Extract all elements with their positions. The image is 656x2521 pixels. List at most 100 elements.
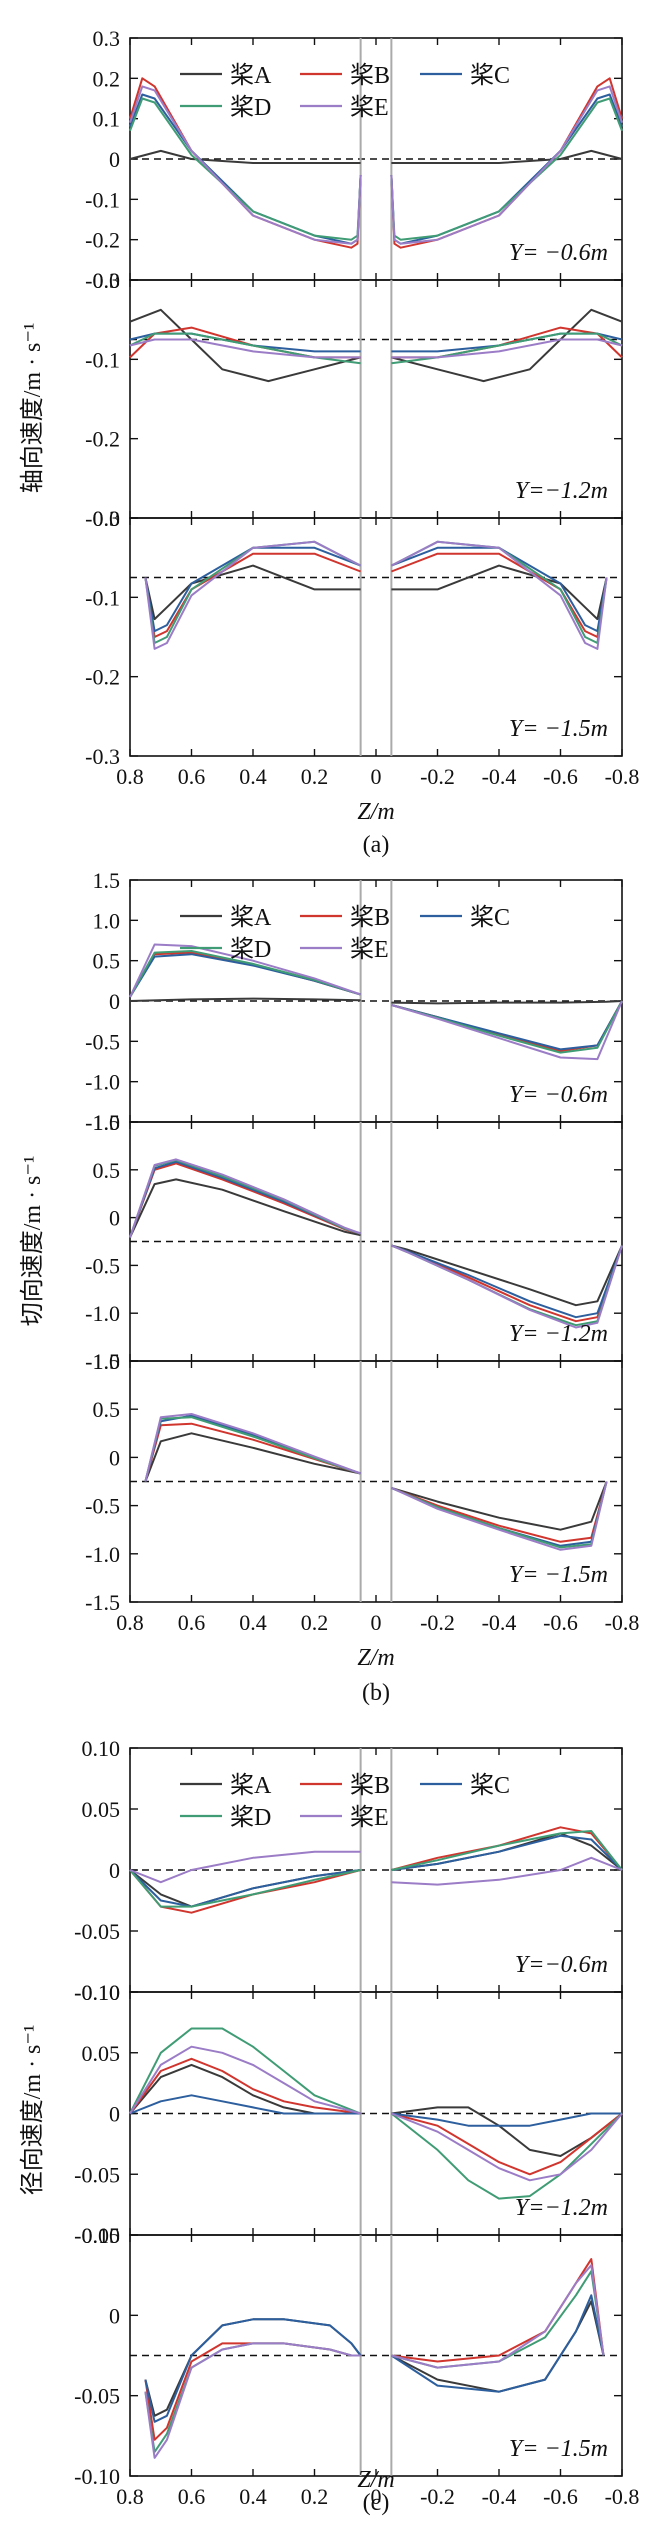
y-tick-label: -1.0: [85, 1542, 120, 1567]
series-line-0-right: [391, 308, 623, 383]
y-tick-label: 1.0: [93, 1110, 121, 1135]
y-tick-label: 0: [109, 989, 120, 1014]
series-line-3-right: [391, 1000, 623, 1054]
legend-label: 桨E: [350, 1804, 389, 1831]
panel-1: [129, 879, 623, 1123]
y-tick-label: 0: [109, 2102, 120, 2127]
figure-b: [129, 879, 623, 1603]
figure-caption: (c): [363, 2490, 390, 2516]
series-line-3-right: [391, 332, 623, 365]
x-tick-label: 0.8: [116, 1610, 144, 1635]
panel-y-label: Y= −0.6m: [509, 1082, 608, 1108]
panel-1: [129, 1747, 623, 1993]
x-tick-label: -0.2: [420, 2484, 455, 2509]
series-line-4-right: [391, 1856, 623, 1886]
legend-label: 桨C: [470, 904, 510, 931]
series-line-0-right: [391, 149, 623, 164]
x-tick-label: 0.2: [301, 2484, 329, 2509]
y-tick-label: -0.05: [74, 2384, 120, 2409]
x-tick-label: 0.6: [178, 1610, 206, 1635]
y-tick-label: 0.05: [82, 2223, 121, 2248]
y-tick-label: -1.0: [85, 1070, 120, 1095]
x-tick-label: 0.4: [239, 764, 267, 789]
panel-3: [129, 517, 623, 757]
series-line-4-right: [391, 338, 623, 359]
y-tick-label: -0.10: [74, 1980, 120, 2005]
series-line-0-right: [391, 1000, 623, 1005]
y-tick-label: -0.2: [85, 228, 120, 253]
panel-1: [129, 37, 623, 281]
y-axis-label: 切向速度/m · s⁻¹: [19, 1156, 46, 1327]
x-tick-label: -0.6: [543, 764, 578, 789]
legend-label: 桨A: [230, 1772, 272, 1799]
series-line-0-left: [129, 308, 361, 383]
series-line-3-left: [129, 2027, 361, 2115]
series-line-1-right: [391, 326, 623, 359]
series-line-4-left: [129, 85, 362, 245]
x-tick-label: -0.8: [605, 1610, 640, 1635]
series-line-4-right: [391, 2112, 623, 2182]
series-line-1-right: [391, 2258, 605, 2363]
y-tick-label: 0.5: [93, 1397, 121, 1422]
x-tick-label: 0.6: [178, 2484, 206, 2509]
series-line-4-left: [129, 338, 361, 359]
series-line-0-left: [129, 997, 361, 1002]
y-tick-label: 0.2: [93, 66, 121, 91]
series-line-3-left: [129, 97, 362, 241]
series-line-2-left: [129, 2094, 361, 2115]
y-tick-label: -0.2: [85, 665, 120, 690]
y-tick-label: -0.10: [74, 2223, 120, 2248]
figure-caption: (b): [362, 1680, 390, 1706]
y-tick-label: -0.05: [74, 2162, 120, 2187]
y-tick-label: -0.5: [85, 1253, 120, 1278]
panel-y-label: Y=−0.6m: [515, 1952, 608, 1978]
legend-label: 桨D: [230, 1804, 271, 1831]
panel-y-label: Y= −0.6m: [509, 240, 608, 266]
y-tick-label: -0.1: [85, 187, 120, 212]
series-line-2-right: [391, 1834, 623, 1871]
x-tick-label: 0.8: [116, 764, 144, 789]
series-line-4-right: [391, 1000, 623, 1061]
figure-a: [129, 37, 623, 757]
series-line-1-right: [391, 1244, 623, 1323]
series-line-3-left: [129, 1869, 361, 1908]
series-line-2-left: [144, 546, 361, 633]
series-line-1-left: [129, 326, 361, 359]
series-line-0-right: [391, 1481, 608, 1531]
y-tick-label: -0.3: [85, 268, 120, 293]
y-tick-label: 0: [109, 1858, 120, 1883]
y-tick-label: -0.10: [74, 2464, 120, 2489]
series-line-2-right: [391, 546, 608, 633]
series-line-1-right: [391, 2112, 623, 2176]
series-line-3-left: [129, 332, 361, 365]
series-line-4-right: [391, 1244, 623, 1329]
series-line-4-right: [390, 85, 623, 245]
legend-label: 桨C: [470, 1772, 510, 1799]
series-line-0-right: [390, 2300, 605, 2393]
x-axis-label: Z/m: [357, 1645, 394, 1671]
series-line-4-left: [129, 1850, 361, 1884]
y-tick-label: -0.1: [85, 347, 120, 372]
x-axis-label: Z/m: [357, 2467, 394, 2493]
y-tick-label: 0: [109, 147, 120, 172]
x-tick-label: 0.2: [301, 1610, 329, 1635]
series-line-2-right: [391, 2112, 622, 2127]
x-tick-label: -0.4: [482, 2484, 517, 2509]
legend-label: 桨A: [230, 62, 272, 89]
series-line-2-left: [129, 1869, 361, 1908]
x-tick-label: -0.4: [482, 764, 517, 789]
y-tick-label: -1.5: [85, 1590, 120, 1615]
y-tick-label: 0.05: [82, 1797, 121, 1822]
y-tick-label: 0.10: [82, 1736, 121, 1761]
panel-3: [129, 1360, 623, 1603]
x-tick-label: 0.4: [239, 2484, 267, 2509]
y-tick-label: 0.0: [93, 506, 121, 531]
y-tick-label: -0.5: [85, 1494, 120, 1519]
figure-c: [129, 1747, 623, 2477]
y-tick-label: 0: [109, 2303, 120, 2328]
series-line-2-right: [391, 1000, 623, 1051]
x-tick-label: -0.6: [543, 1610, 578, 1635]
y-tick-label: -0.3: [85, 506, 120, 531]
legend-label: 桨C: [470, 62, 510, 89]
